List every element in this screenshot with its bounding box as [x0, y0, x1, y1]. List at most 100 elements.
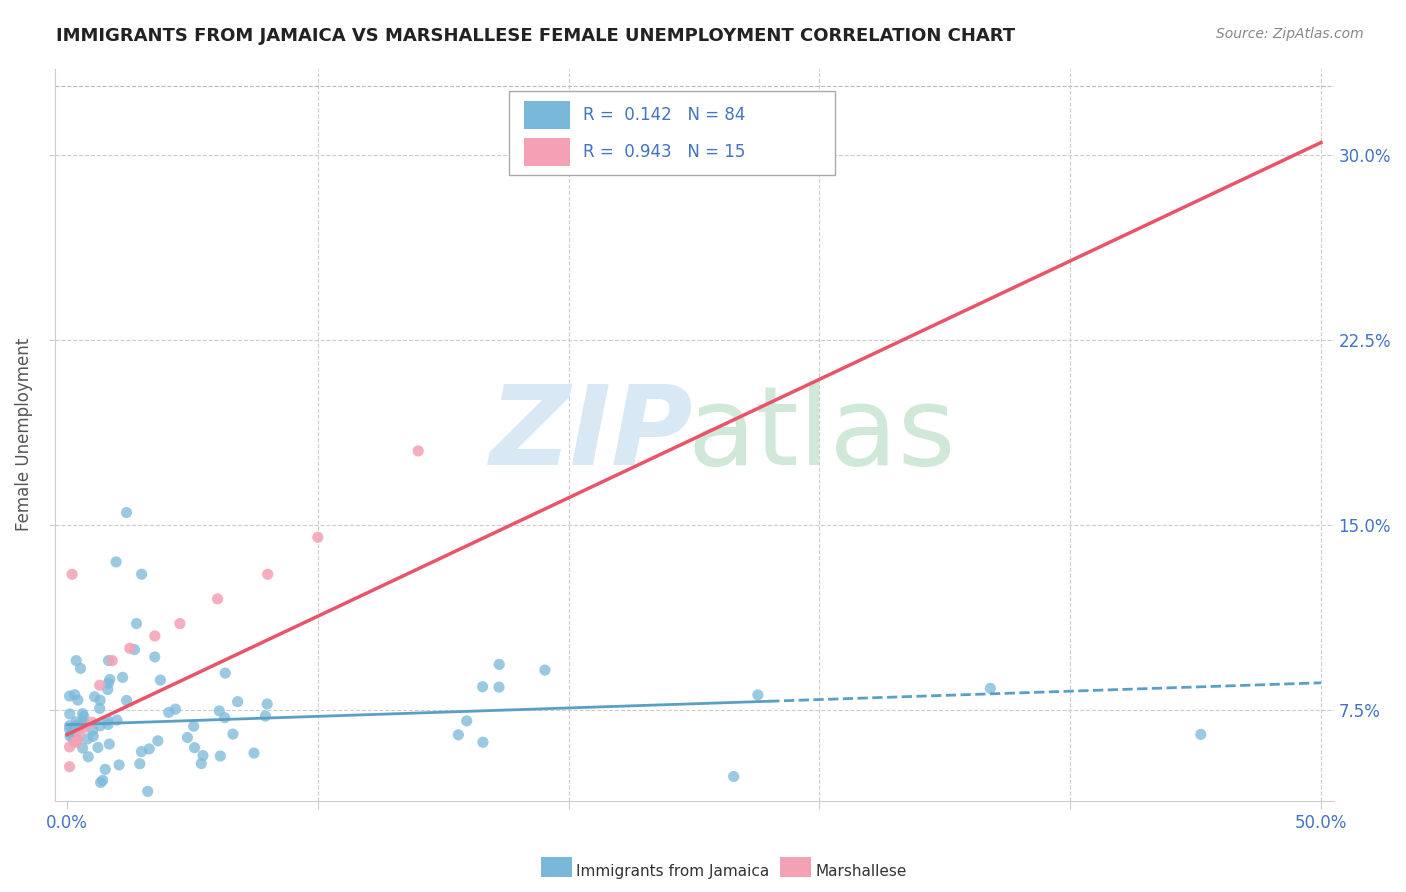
Point	[105, 555, 128, 569]
Point	[471, 735, 494, 749]
Point	[91, 773, 114, 788]
Point	[138, 742, 160, 756]
Point	[131, 567, 153, 582]
Text: R =  0.943   N = 15: R = 0.943 N = 15	[582, 143, 745, 161]
Point	[165, 702, 187, 716]
Point	[256, 567, 278, 582]
Text: IMMIGRANTS FROM JAMAICA VS MARSHALLESE FEMALE UNEMPLOYMENT CORRELATION CHART: IMMIGRANTS FROM JAMAICA VS MARSHALLESE F…	[56, 27, 1015, 45]
Point	[94, 763, 117, 777]
Point	[63, 688, 86, 702]
Bar	[524, 102, 569, 129]
Point	[307, 530, 329, 544]
Point	[143, 649, 166, 664]
Point	[471, 680, 494, 694]
Text: Marshallese: Marshallese	[815, 864, 907, 879]
Point	[243, 746, 266, 760]
Point	[65, 654, 87, 668]
Point	[169, 616, 191, 631]
Point	[1189, 727, 1212, 741]
Point	[77, 749, 100, 764]
Point	[63, 732, 86, 747]
Point	[488, 680, 510, 694]
Point	[89, 693, 111, 707]
Point	[488, 657, 510, 672]
Point	[73, 720, 96, 734]
Point	[191, 748, 214, 763]
Point	[97, 714, 120, 728]
Point	[58, 739, 80, 754]
Point	[83, 690, 105, 704]
Point	[69, 728, 91, 742]
Bar	[524, 138, 569, 166]
Point	[63, 735, 86, 749]
Point	[105, 713, 128, 727]
Point	[58, 759, 80, 773]
Text: R =  0.142   N = 84: R = 0.142 N = 84	[582, 106, 745, 124]
Point	[254, 709, 277, 723]
Point	[89, 719, 111, 733]
Point	[149, 673, 172, 687]
Point	[979, 681, 1001, 696]
Point	[89, 678, 111, 692]
Point	[157, 706, 180, 720]
Point	[60, 567, 83, 582]
Point	[176, 731, 198, 745]
Point	[66, 693, 89, 707]
Point	[214, 666, 236, 681]
Point	[128, 756, 150, 771]
Point	[97, 682, 120, 697]
Point	[747, 688, 769, 702]
Point	[222, 727, 245, 741]
Point	[124, 642, 146, 657]
Point	[72, 706, 94, 721]
Point	[226, 695, 249, 709]
Point	[125, 616, 148, 631]
Point	[98, 673, 121, 687]
Point	[73, 709, 96, 723]
Point	[146, 733, 169, 747]
Point	[723, 770, 745, 784]
Point	[183, 740, 205, 755]
Bar	[509, 90, 835, 175]
Point	[406, 443, 429, 458]
Y-axis label: Female Unemployment: Female Unemployment	[15, 338, 32, 532]
Text: Source: ZipAtlas.com: Source: ZipAtlas.com	[1216, 27, 1364, 41]
Point	[118, 641, 141, 656]
Point	[534, 663, 557, 677]
Point	[65, 718, 87, 732]
Point	[115, 693, 138, 707]
Point	[97, 676, 120, 690]
Point	[72, 717, 94, 731]
Point	[72, 714, 94, 729]
Point	[136, 784, 159, 798]
Text: ZIP: ZIP	[489, 382, 693, 488]
Point	[58, 689, 80, 703]
Point	[62, 728, 84, 742]
Point	[143, 629, 166, 643]
Point	[60, 724, 83, 739]
Text: atlas: atlas	[688, 382, 956, 488]
Point	[89, 701, 111, 715]
Point	[115, 506, 138, 520]
Point	[207, 591, 229, 606]
Point	[190, 756, 212, 771]
Point	[208, 704, 231, 718]
Point	[87, 740, 110, 755]
Point	[97, 717, 120, 731]
Point	[66, 735, 89, 749]
Point	[607, 160, 630, 174]
Point	[214, 711, 236, 725]
Point	[183, 719, 205, 733]
Point	[131, 745, 153, 759]
Point	[76, 731, 98, 746]
Point	[108, 757, 131, 772]
Point	[256, 697, 278, 711]
Point	[58, 723, 80, 737]
Point	[447, 728, 470, 742]
Point	[69, 661, 91, 675]
Point	[98, 737, 121, 751]
Point	[456, 714, 478, 728]
Point	[63, 720, 86, 734]
Point	[59, 706, 82, 721]
Point	[82, 729, 104, 743]
